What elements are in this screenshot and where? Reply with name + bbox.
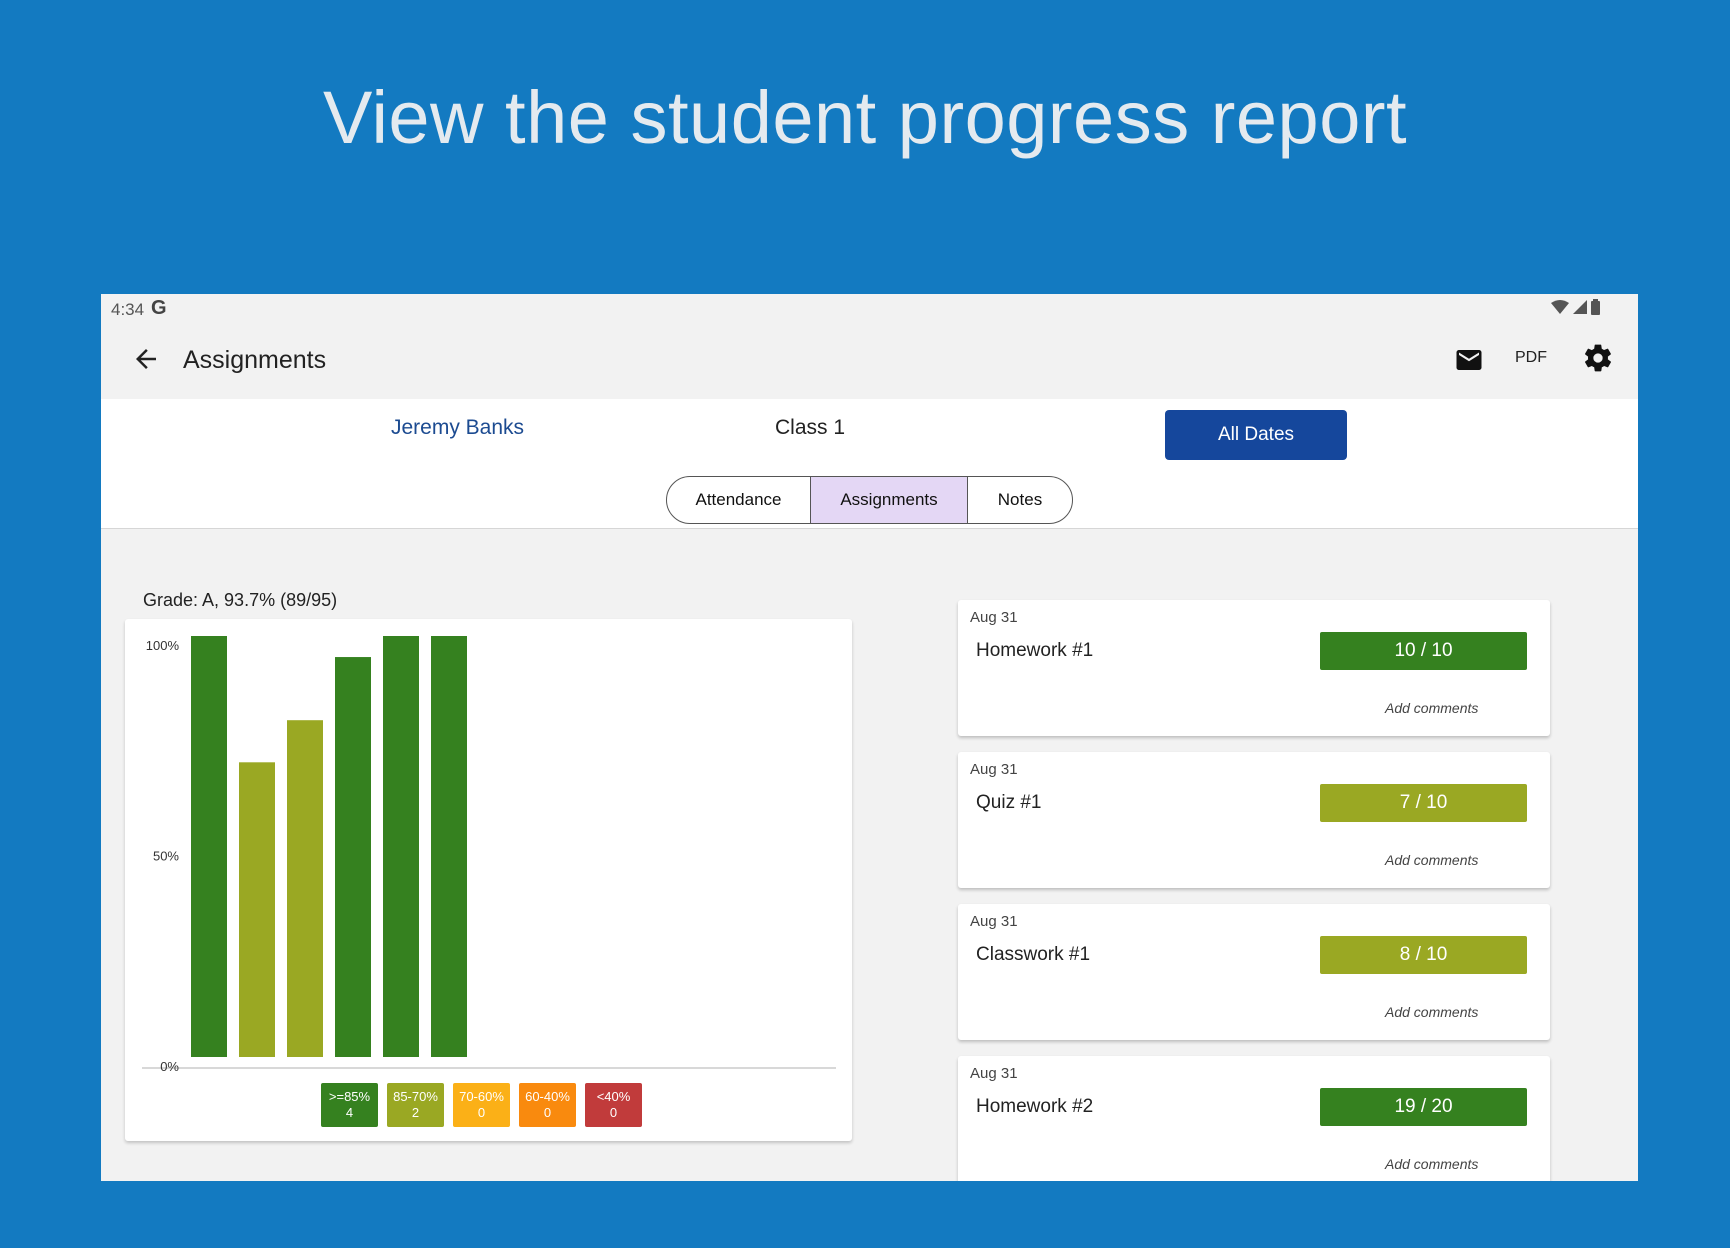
- assignment-name: Classwork #1: [976, 944, 1091, 965]
- legend-count: 2: [411, 1105, 420, 1120]
- y-tick-label: 50%: [153, 849, 179, 864]
- assignment-name: Homework #1: [976, 640, 1094, 661]
- legend-chip: >=85% 4: [321, 1083, 378, 1127]
- assignment-date: Aug 31: [970, 609, 1018, 626]
- app-bar-title: Assignments: [183, 346, 327, 374]
- legend-label: 85-70%: [393, 1089, 438, 1104]
- chart-bar[interactable]: [383, 636, 419, 1057]
- assignment-score-badge[interactable]: 8 / 10: [1320, 936, 1527, 974]
- class-selector[interactable]: Class 1: [775, 416, 846, 439]
- assignment-card[interactable]: Aug 31 Quiz #1 7 / 10 Add comments: [958, 752, 1550, 888]
- assignment-name: Quiz #1: [976, 792, 1042, 813]
- status-icons: [1551, 299, 1600, 315]
- pdf-button[interactable]: PDF: [1515, 349, 1547, 366]
- legend-label: 60-40%: [525, 1089, 570, 1104]
- assignment-name: Homework #2: [976, 1096, 1094, 1117]
- legend-chip: 60-40% 0: [519, 1083, 576, 1127]
- page-headline: View the student progress report: [322, 76, 1408, 159]
- tab-notes[interactable]: Notes: [997, 490, 1043, 509]
- signal-icon: [1573, 300, 1587, 314]
- grade-summary: Grade: A, 93.7% (89/95): [143, 590, 338, 610]
- legend-count: 0: [609, 1105, 618, 1120]
- assignment-date: Aug 31: [970, 913, 1018, 930]
- grade-legend: >=85% 4 85-70% 2 70-60% 0 60-40% 0 <40% 0: [321, 1083, 642, 1127]
- google-icon: G: [151, 297, 167, 319]
- assignment-list: Aug 31 Homework #1 10 / 10 Add comments Aug …: [958, 600, 1550, 1181]
- tab-attendance[interactable]: Attendance: [667, 477, 811, 523]
- legend-count: 0: [543, 1105, 552, 1120]
- battery-icon: [1591, 299, 1600, 315]
- y-tick-label: 100%: [146, 638, 180, 653]
- add-comments-link[interactable]: Add comments: [1385, 852, 1479, 868]
- tablet-screen: 4:34 G Assignments PDF Jeremy Banks Clas…: [101, 294, 1638, 1181]
- legend-chip: 85-70% 2: [387, 1083, 444, 1127]
- legend-label: <40%: [596, 1089, 631, 1104]
- assignment-card[interactable]: Aug 31 Classwork #1 8 / 10 Add comments: [958, 904, 1550, 1040]
- mail-icon[interactable]: [1454, 345, 1484, 375]
- grade-chart-card: 100% 50% 0% >=85% 4 85-70% 2 70-60% 0 60-40% 0 <40…: [125, 619, 852, 1141]
- legend-label: 70-60%: [459, 1089, 504, 1104]
- assignment-score-badge[interactable]: 7 / 10: [1320, 784, 1527, 822]
- status-time: 4:34: [111, 300, 145, 319]
- assignment-date: Aug 31: [970, 761, 1018, 778]
- add-comments-link[interactable]: Add comments: [1385, 700, 1479, 716]
- chart-bar[interactable]: [335, 657, 371, 1057]
- chart-bar[interactable]: [287, 720, 323, 1057]
- wifi-icon: [1551, 300, 1569, 314]
- y-tick-label: 0%: [160, 1059, 179, 1074]
- assignment-score-badge[interactable]: 19 / 20: [1320, 1088, 1527, 1126]
- chart-bar[interactable]: [191, 636, 227, 1057]
- report-tabs: Attendance Assignments Notes: [666, 476, 1073, 524]
- legend-count: 4: [345, 1105, 354, 1120]
- legend-chip: 70-60% 0: [453, 1083, 510, 1127]
- app-bar: Assignments PDF: [101, 322, 1638, 399]
- assignment-score-badge[interactable]: 10 / 10: [1320, 632, 1527, 670]
- assignment-card[interactable]: Aug 31 Homework #2 19 / 20 Add comments: [958, 1056, 1550, 1181]
- grade-bar-chart: 100% 50% 0%: [142, 636, 836, 1074]
- assignment-card[interactable]: Aug 31 Homework #1 10 / 10 Add comments: [958, 600, 1550, 736]
- back-arrow-icon[interactable]: [131, 344, 161, 374]
- all-dates-button[interactable]: All Dates: [1165, 410, 1347, 460]
- legend-label: >=85%: [328, 1089, 371, 1104]
- selector-panel: Jeremy Banks Class 1 All Dates Attendanc…: [101, 399, 1638, 529]
- student-name-link[interactable]: Jeremy Banks: [391, 416, 525, 439]
- assignment-date: Aug 31: [970, 1065, 1018, 1082]
- chart-bar[interactable]: [239, 762, 275, 1057]
- status-bar: 4:34 G: [101, 294, 1638, 322]
- legend-count: 0: [477, 1105, 486, 1120]
- tab-assignments[interactable]: Assignments: [811, 477, 968, 523]
- chart-bar[interactable]: [431, 636, 467, 1057]
- gear-icon[interactable]: [1582, 342, 1614, 374]
- legend-chip: <40% 0: [585, 1083, 642, 1127]
- add-comments-link[interactable]: Add comments: [1385, 1156, 1479, 1172]
- add-comments-link[interactable]: Add comments: [1385, 1004, 1479, 1020]
